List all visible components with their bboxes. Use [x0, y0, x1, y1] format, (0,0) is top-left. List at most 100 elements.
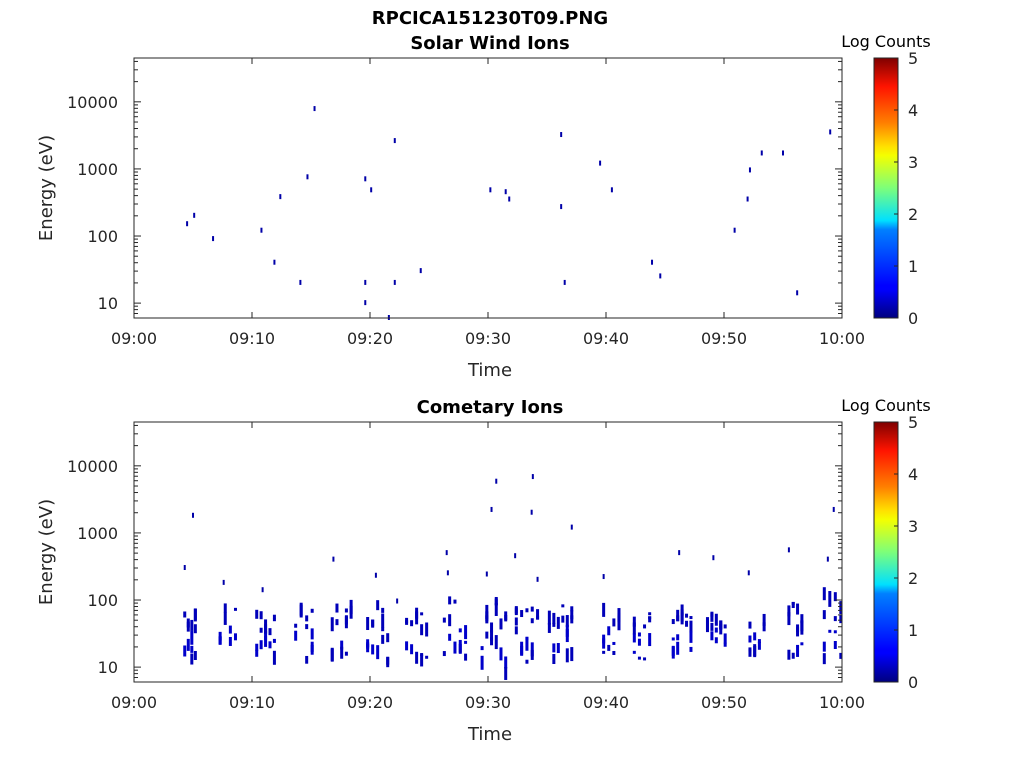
solar-wind-x-tick-label: 09:00 [111, 329, 157, 348]
solar-wind-data-pixel [796, 290, 799, 296]
cometary-data-pixel [612, 641, 616, 645]
cometary-data-pixel [386, 633, 390, 643]
cometary-data-pixel [446, 570, 449, 576]
cometary-data-pixel [536, 615, 540, 620]
solar-wind-x-tick-label: 09:10 [229, 329, 275, 348]
solar-wind-colorbar-tick-label: 1 [908, 257, 918, 276]
cometary-data-pixel [458, 628, 462, 633]
cometary-data-pixel [602, 602, 606, 617]
solar-wind-panel: Solar Wind Ions 09:00 09:10 09:20 09:30 09:4… [36, 32, 931, 381]
cometary-data-pixel [222, 579, 225, 585]
cometary-data-pixel [671, 646, 675, 659]
cometary-data-pixel [366, 617, 370, 631]
cometary-data-pixel [525, 608, 529, 613]
cometary-colorbar-label: Log Counts [841, 396, 931, 415]
cometary-data [183, 474, 843, 680]
solar-wind-data-pixel [489, 187, 492, 193]
cometary-data-pixel [637, 656, 641, 660]
cometary-data-pixel [602, 650, 606, 654]
cometary-data-pixel [218, 636, 222, 645]
solar-wind-data-pixel [746, 196, 749, 202]
cometary-data-pixel [495, 478, 498, 484]
cometary-data-pixel [762, 622, 766, 632]
cometary-data-pixel [366, 639, 370, 653]
cometary-data-pixel [833, 640, 837, 649]
cometary-title: Cometary Ions [417, 397, 564, 418]
solar-wind-y-tick-label: 100 [87, 227, 118, 246]
cometary-data-pixel [335, 603, 339, 613]
solar-wind-title: Solar Wind Ions [410, 33, 569, 54]
cometary-data-pixel [335, 619, 339, 626]
solar-wind-x-tick-label: 10:00 [819, 329, 865, 348]
cometary-data-pixel [371, 619, 375, 628]
cometary-colorbar-tick-label: 2 [908, 569, 918, 588]
cometary-data-pixel [190, 619, 194, 631]
cometary-panel: Cometary Ions 09:00 09:10 09:20 09:30 09:40 0… [36, 396, 931, 745]
cometary-data-pixel [525, 636, 529, 651]
cometary-data-pixel [643, 657, 647, 661]
figure-title: RPCICA151230T09.PNG [372, 8, 608, 29]
cometary-data-pixel [381, 613, 385, 628]
solar-wind-y-tick-label: 10 [98, 294, 118, 313]
cometary-data-pixel [448, 596, 452, 605]
cometary-data-pixel [494, 635, 498, 650]
cometary-x-tick-label: 09:10 [229, 693, 275, 712]
cometary-data-pixel [448, 633, 452, 641]
cometary-data-pixel [371, 644, 375, 655]
cometary-data-pixel [556, 616, 560, 629]
cometary-data-pixel [685, 613, 689, 618]
cometary-data-pixel [268, 628, 272, 636]
cometary-y-tick-label: 100 [87, 591, 118, 610]
cometary-data-pixel [264, 635, 268, 647]
cometary-data-pixel [310, 644, 314, 652]
cometary-data-pixel [272, 614, 276, 619]
cometary-data-pixel [648, 616, 652, 623]
solar-wind-data-pixel [313, 106, 316, 112]
cometary-data-pixel [480, 655, 484, 670]
cometary-data-pixel [514, 553, 517, 559]
cometary-data-pixel [757, 641, 761, 650]
cometary-colorbar [873, 421, 899, 683]
cometary-data-pixel [228, 625, 232, 634]
solar-wind-data-pixel [393, 279, 396, 285]
solar-wind-data-pixel [748, 167, 751, 173]
cometary-data-pixel [223, 603, 227, 613]
cometary-data-pixel [499, 618, 503, 630]
solar-wind-colorbar-ticks: 0 1 2 3 4 5 [894, 49, 918, 328]
cometary-y-tick-label: 10000 [67, 457, 118, 476]
cometary-data-pixel [723, 624, 727, 629]
cometary-data-pixel [800, 614, 804, 624]
cometary-data-pixel [791, 652, 795, 659]
cometary-data-pixel [464, 640, 468, 644]
cometary-data-pixel [294, 623, 298, 628]
cometary-data-pixel [648, 612, 652, 616]
cometary-x-tick-label: 09:20 [347, 693, 393, 712]
cometary-data-pixel [561, 604, 565, 608]
cometary-data-pixel [268, 641, 272, 649]
solar-wind-data-pixel [651, 259, 654, 265]
cometary-data-pixel [186, 638, 190, 651]
solar-wind-data [186, 106, 832, 320]
cometary-data-pixel [381, 627, 385, 632]
cometary-data-pixel [458, 649, 462, 653]
cometary-data-pixel [648, 616, 652, 620]
cometary-data-pixel [514, 626, 518, 635]
solar-wind-colorbar-label: Log Counts [841, 32, 931, 51]
cometary-data-pixel [310, 608, 314, 613]
cometary-data-pixel [570, 615, 574, 620]
cometary-y-tick-label: 10 [98, 658, 118, 677]
cometary-data-pixel [787, 649, 791, 660]
solar-wind-colorbar [873, 57, 899, 319]
cometary-data-pixel [272, 618, 276, 622]
cometary-data-pixel [828, 596, 832, 607]
cometary-data-pixel [261, 587, 264, 593]
cometary-data-pixel [485, 631, 489, 639]
cometary-data-pixel [570, 606, 574, 612]
solar-wind-data-pixel [760, 150, 763, 156]
cometary-data-pixel [494, 602, 498, 616]
cometary-data-pixel [632, 616, 636, 627]
cometary-data-pixel [617, 608, 621, 623]
cometary-data-pixel [787, 605, 791, 617]
cometary-data-pixel [410, 620, 414, 627]
solar-wind-data-pixel [193, 212, 196, 218]
